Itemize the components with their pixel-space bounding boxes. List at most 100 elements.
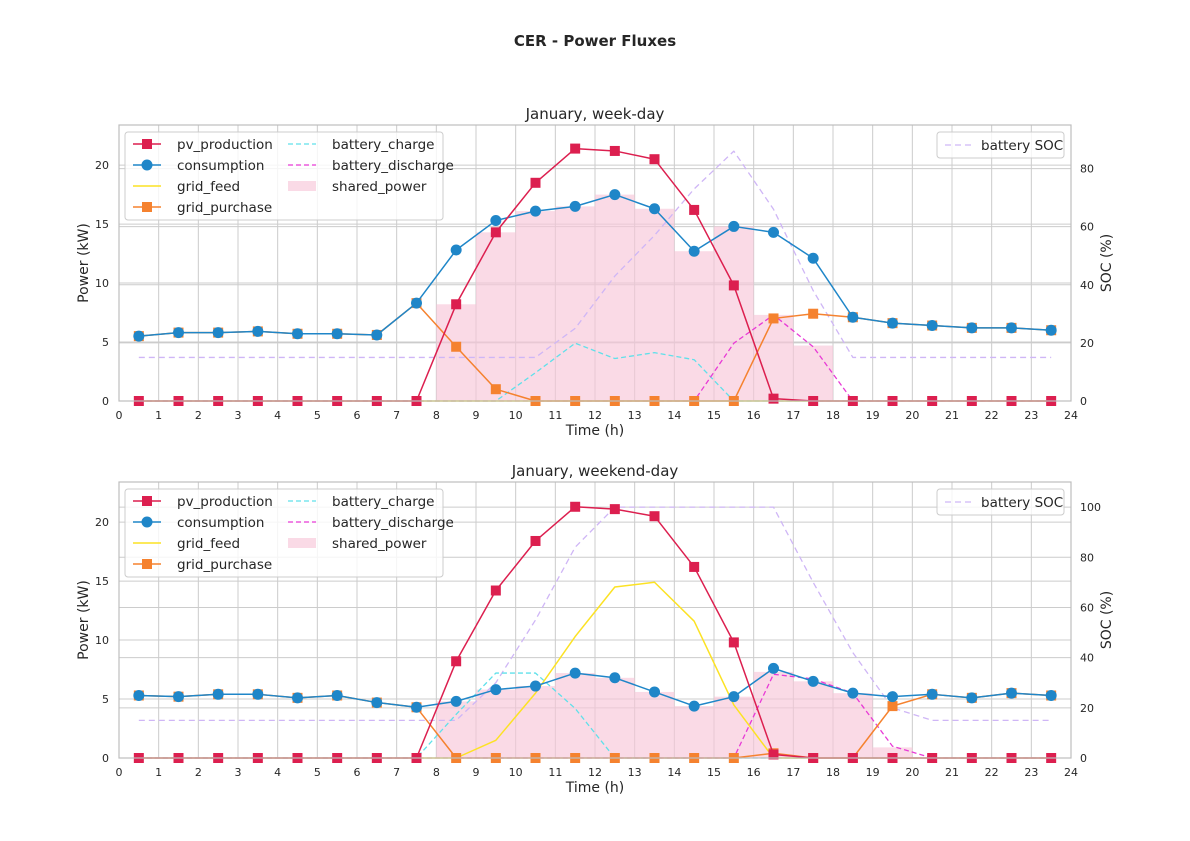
consumption-marker — [371, 697, 383, 709]
consumption-marker — [212, 688, 224, 700]
x-tick-label: 18 — [826, 409, 840, 422]
consumption-marker — [768, 662, 779, 674]
x-tick-label: 11 — [548, 409, 562, 422]
x-tick-label: 9 — [473, 766, 480, 779]
legend-label-battery-soc: battery SOC — [981, 495, 1063, 511]
consumption-marker — [411, 297, 422, 309]
pv-production-marker — [609, 145, 620, 156]
legend-label-battery-discharge: battery_discharge — [332, 515, 454, 531]
x-tick-label: 2 — [195, 766, 202, 779]
x-tick-label: 21 — [945, 409, 959, 422]
x-tick-label: 11 — [548, 766, 562, 779]
y-tick-label: 0 — [102, 395, 109, 408]
pv-production-marker — [728, 280, 739, 291]
pv-production-marker — [490, 585, 501, 596]
consumption-marker — [450, 695, 462, 707]
x-tick-label: 10 — [509, 409, 523, 422]
y-right-tick-label: 20 — [1080, 702, 1094, 715]
consumption-marker — [252, 688, 264, 700]
legend-label-battery-discharge: battery_discharge — [332, 158, 454, 174]
y-axis-label: Power (kW) — [76, 580, 92, 660]
consumption-marker — [887, 317, 898, 329]
shared-power-bar — [674, 251, 714, 401]
x-tick-label: 1 — [155, 766, 162, 779]
legend-label-pv-production: pv_production — [177, 137, 273, 153]
consumption-marker — [252, 325, 264, 337]
x-tick-label: 17 — [786, 766, 800, 779]
x-tick-label: 22 — [985, 766, 999, 779]
y-tick-label: 5 — [102, 693, 109, 706]
pv-production-marker — [530, 177, 541, 188]
shared-power-bar — [515, 211, 556, 401]
pv-production-marker — [530, 535, 541, 546]
shared-power-bar — [793, 681, 833, 758]
pv-production-marker — [570, 501, 581, 512]
x-axis-label: Time (h) — [565, 423, 625, 439]
grid-purchase-marker — [451, 341, 462, 352]
x-tick-label: 19 — [866, 409, 880, 422]
grid-purchase-marker — [887, 701, 898, 712]
legend-box — [124, 488, 444, 578]
shared-power-bar — [476, 232, 516, 401]
pv-production-marker — [649, 154, 660, 165]
x-tick-label: 5 — [314, 766, 321, 779]
shared-power-bar — [515, 686, 556, 758]
consumption-marker — [133, 689, 145, 701]
grid-purchase-marker — [768, 313, 779, 324]
consumption-marker — [768, 226, 779, 238]
shared-power-bar — [634, 691, 675, 758]
legend-label-shared-power: shared_power — [332, 536, 427, 552]
x-tick-label: 12 — [588, 766, 602, 779]
consumption-marker — [450, 244, 462, 256]
consumption-marker — [411, 701, 422, 713]
x-tick-label: 19 — [866, 766, 880, 779]
pv-production-marker — [768, 749, 779, 760]
consumption-marker — [212, 327, 224, 339]
legend-label-grid-purchase: grid_purchase — [177, 557, 272, 573]
legend-label-battery-charge: battery_charge — [332, 137, 434, 153]
consumption-marker — [847, 687, 859, 699]
legend-marker-pv-production — [142, 139, 152, 149]
pv-production-marker — [689, 204, 700, 215]
x-tick-label: 0 — [116, 409, 123, 422]
consumption-marker — [847, 311, 859, 323]
consumption-marker — [490, 215, 502, 227]
y-tick-label: 20 — [95, 516, 109, 529]
x-tick-label: 6 — [354, 409, 361, 422]
x-tick-label: 10 — [509, 766, 523, 779]
y-tick-label: 10 — [95, 277, 109, 290]
pv-production-marker — [689, 561, 700, 572]
x-tick-label: 6 — [354, 766, 361, 779]
y-tick-label: 20 — [95, 159, 109, 172]
legend-marker-grid-purchase — [142, 559, 152, 569]
x-tick-label: 13 — [628, 409, 642, 422]
y-tick-label: 15 — [95, 218, 109, 231]
shared-power-bar — [595, 194, 635, 401]
consumption-marker — [649, 686, 660, 698]
pv-production-marker — [570, 143, 581, 154]
pv-production-marker — [649, 511, 660, 522]
x-tick-label: 1 — [155, 409, 162, 422]
y-axis-label: Power (kW) — [76, 223, 92, 303]
legend-label-battery-soc: battery SOC — [981, 138, 1063, 154]
shared-power-bar — [436, 304, 476, 401]
consumption-marker — [331, 689, 343, 701]
chart-weekday: 0 1 2 3 4 5 6 7 8 9 10 11 12 13 14 15 16 17 18 19 20 21 22 23 24… — [76, 105, 1115, 439]
consumption-marker — [966, 322, 978, 334]
y-tick-label: 15 — [95, 575, 109, 588]
pv-production-marker — [609, 504, 620, 515]
shared-power-bar — [634, 208, 675, 401]
y-right-tick-label: 80 — [1080, 163, 1094, 176]
consumption-marker — [1006, 322, 1017, 334]
shared-power-bar — [595, 677, 635, 758]
y-right-tick-label: 0 — [1080, 395, 1087, 408]
legend-marker-pv-production — [142, 496, 152, 506]
x-tick-label: 23 — [1024, 766, 1038, 779]
x-tick-label: 4 — [274, 409, 281, 422]
x-tick-label: 23 — [1024, 409, 1038, 422]
consumption-marker — [292, 692, 303, 704]
grid-purchase-marker — [490, 384, 501, 395]
consumption-marker — [926, 320, 938, 332]
consumption-marker — [688, 245, 700, 257]
